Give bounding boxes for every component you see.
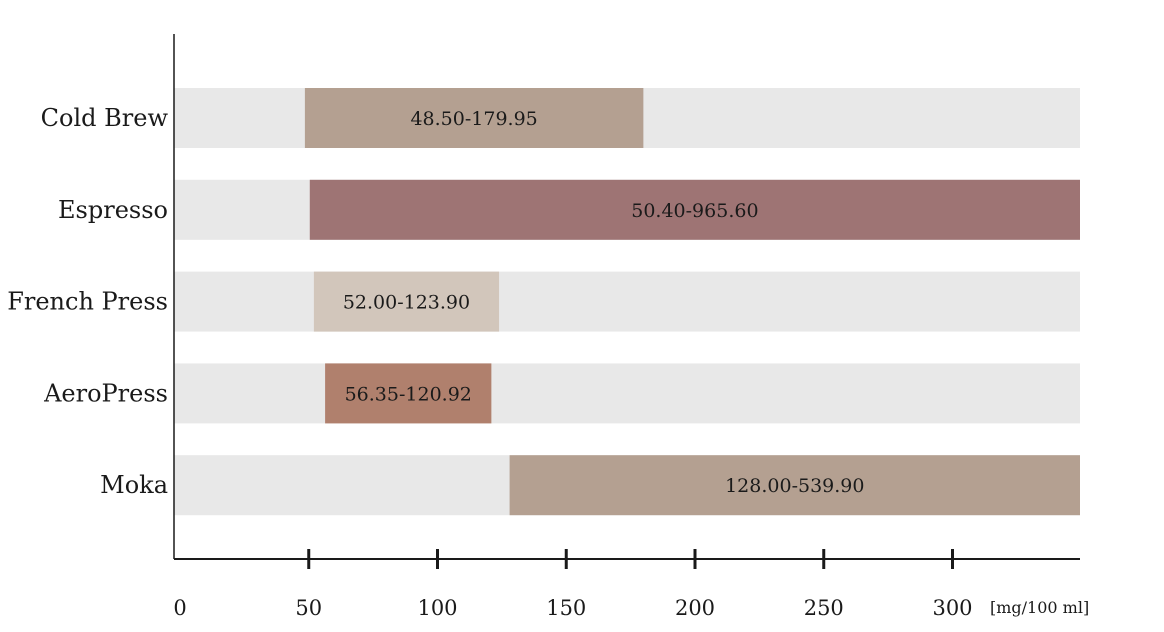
range-labels: 48.50-179.95 50.40-965.60 52.00-123.90 56.3… [343, 108, 865, 497]
range-label-cold-brew: 48.50-179.95 [410, 108, 537, 130]
category-label-espresso: Espresso [58, 196, 168, 224]
range-bar-espresso [309, 179, 1080, 240]
category-label-moka: Moka [100, 471, 168, 499]
category-label-aeropress: AeroPress [43, 379, 168, 407]
category-labels: Cold Brew Espresso French Press AeroPress Mo… [7, 104, 168, 499]
x-axis-unit-label: [mg/100 ml] [990, 598, 1089, 617]
background-tracks [174, 88, 1080, 516]
category-label-cold-brew: Cold Brew [41, 104, 169, 132]
track-french-press [174, 271, 1080, 332]
range-label-moka: 128.00-539.90 [725, 475, 864, 497]
range-label-aeropress: 56.35-120.92 [345, 383, 472, 405]
range-label-french-press: 52.00-123.90 [343, 292, 470, 314]
track-aeropress [174, 363, 1080, 424]
range-label-espresso: 50.40-965.60 [631, 200, 758, 222]
x-tick-label-50: 50 [295, 596, 322, 620]
range-bars [304, 88, 1081, 516]
x-tick-label-0: 0 [173, 596, 186, 620]
x-tick-label-150: 150 [546, 596, 586, 620]
range-bar-cold-brew [304, 88, 644, 148]
x-tick-label-100: 100 [417, 596, 457, 620]
x-tick-label-250: 250 [804, 596, 844, 620]
x-tick-label-300: 300 [932, 596, 972, 620]
range-bar-french-press [313, 271, 500, 332]
range-bar-aeropress [325, 363, 492, 424]
category-label-french-press: French Press [7, 288, 168, 316]
x-tick-label-200: 200 [675, 596, 715, 620]
range-bar-moka [509, 455, 1081, 516]
x-axis-ticks: 0 50 100 150 200 250 300 [173, 549, 973, 620]
